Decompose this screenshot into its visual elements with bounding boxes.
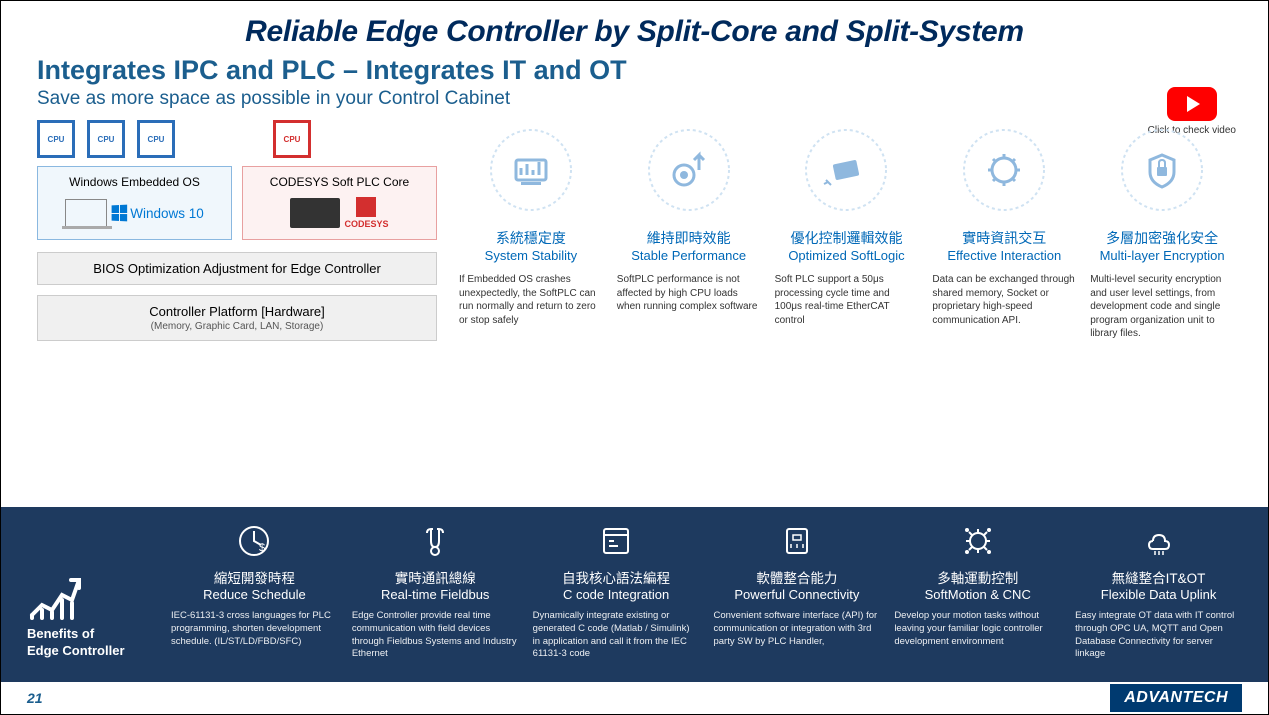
gear-icon (796, 120, 896, 220)
footer: 21 ADVANTECH (1, 682, 1268, 714)
feature-desc: If Embedded OS crashes unexpectedly, the… (457, 273, 605, 327)
windows10-label: Windows 10 (111, 205, 204, 221)
cpu-chip-icon: CPU (273, 120, 311, 158)
feature-col: 系統穩定度System Stability If Embedded OS cras… (457, 120, 605, 351)
benefit-col: $ 縮短開發時程Reduce Schedule IEC-61131-3 cross … (171, 521, 338, 668)
page-number: 21 (27, 690, 43, 706)
benefit-en: Flexible Data Uplink (1075, 587, 1242, 602)
cpu-chip-icon: CPU (87, 120, 125, 158)
benefit-zh: 實時通訊總線 (352, 567, 519, 587)
benefit-en: Real-time Fieldbus (352, 587, 519, 602)
subtitle: Integrates IPC and PLC – Integrates IT a… (37, 55, 1232, 86)
arrow-chart-icon (27, 570, 87, 620)
benefit-en: Powerful Connectivity (713, 587, 880, 602)
architecture-panel: CPU CPU CPU CPU Windows Embedded OS Wind… (37, 120, 437, 351)
benefit-icon (1075, 521, 1242, 561)
cpu-chip-icon: CPU (137, 120, 175, 158)
benefit-en: C code Integration (533, 587, 700, 602)
benefit-desc: Develop your motion tasks without leavin… (894, 610, 1061, 648)
benefit-icon (713, 521, 880, 561)
page-title: Reliable Edge Controller by Split-Core a… (1, 15, 1268, 49)
codesys-logo: CODESYS (344, 197, 388, 229)
feature-col: 維持即時效能Stable Performance SoftPLC performa… (615, 120, 763, 351)
tagline: Save as more space as possible in your C… (37, 88, 1232, 110)
gear-icon (481, 120, 581, 220)
windows-card: Windows Embedded OS Windows 10 (37, 166, 232, 240)
benefit-zh: 縮短開發時程 (171, 567, 338, 587)
feature-zh: 維持即時效能 (615, 228, 763, 248)
cpu-chip-icon: CPU (37, 120, 75, 158)
brand-logo: ADVANTECH (1110, 684, 1242, 712)
feature-zh: 實時資訊交互 (930, 228, 1078, 248)
slide: Reliable Edge Controller by Split-Core a… (0, 0, 1269, 715)
benefit-icon (352, 521, 519, 561)
cpu-chips: CPU CPU CPU CPU (37, 120, 437, 158)
benefits-band: Benefits ofEdge Controller $ 縮短開發時程Reduce… (1, 507, 1268, 682)
benefit-col: 實時通訊總線Real-time Fieldbus Edge Controller … (352, 521, 519, 668)
feature-zh: 多層加密強化安全 (1088, 228, 1236, 248)
benefits-heading: Benefits ofEdge Controller (27, 521, 157, 668)
feature-en: System Stability (457, 248, 605, 263)
feature-en: Effective Interaction (930, 248, 1078, 263)
benefit-desc: IEC-61131-3 cross languages for PLC prog… (171, 610, 338, 648)
feature-desc: SoftPLC performance is not affected by h… (615, 273, 763, 314)
feature-en: Stable Performance (615, 248, 763, 263)
benefit-col: 多軸運動控制SoftMotion & CNC Develop your motio… (894, 521, 1061, 668)
benefit-zh: 軟體整合能力 (713, 567, 880, 587)
feature-desc: Multi-level security encryption and user… (1088, 273, 1236, 341)
feature-col: 優化控制邏輯效能Optimized SoftLogic Soft PLC supp… (773, 120, 921, 351)
card-title: Windows Embedded OS (48, 175, 221, 189)
features-row: 系統穩定度System Stability If Embedded OS cras… (457, 120, 1236, 351)
windows-flag-icon (112, 205, 128, 222)
os-cards: Windows Embedded OS Windows 10 CODESYS S… (37, 166, 437, 240)
benefit-col: 無縫整合IT&OTFlexible Data Uplink Easy integr… (1075, 521, 1242, 668)
bios-bar: BIOS Optimization Adjustment for Edge Co… (37, 252, 437, 285)
hardware-title: Controller Platform [Hardware] (48, 304, 426, 319)
laptop-icon (65, 199, 107, 227)
benefit-desc: Dynamically integrate existing or genera… (533, 610, 700, 661)
codesys-card: CODESYS Soft PLC Core CODESYS (242, 166, 437, 240)
subheader: Integrates IPC and PLC – Integrates IT a… (1, 55, 1268, 110)
feature-en: Multi-layer Encryption (1088, 248, 1236, 263)
feature-en: Optimized SoftLogic (773, 248, 921, 263)
benefit-zh: 無縫整合IT&OT (1075, 567, 1242, 587)
benefit-en: SoftMotion & CNC (894, 587, 1061, 602)
feature-desc: Soft PLC support a 50μs processing cycle… (773, 273, 921, 327)
feature-zh: 系統穩定度 (457, 228, 605, 248)
feature-zh: 優化控制邏輯效能 (773, 228, 921, 248)
hardware-bar: Controller Platform [Hardware] (Memory, … (37, 295, 437, 341)
device-icon (290, 198, 340, 228)
header: Reliable Edge Controller by Split-Core a… (1, 1, 1268, 55)
feature-desc: Data can be exchanged through shared mem… (930, 273, 1078, 327)
gear-icon (954, 120, 1054, 220)
youtube-icon (1167, 87, 1217, 121)
card-title: CODESYS Soft PLC Core (253, 175, 426, 189)
benefit-desc: Edge Controller provide real time commun… (352, 610, 519, 661)
benefit-icon: $ (171, 521, 338, 561)
benefit-desc: Convenient software interface (API) for … (713, 610, 880, 648)
feature-col: 多層加密強化安全Multi-layer Encryption Multi-leve… (1088, 120, 1236, 351)
benefit-desc: Easy integrate OT data with IT control t… (1075, 610, 1242, 661)
benefit-col: 軟體整合能力Powerful Connectivity Convenient so… (713, 521, 880, 668)
benefit-zh: 多軸運動控制 (894, 567, 1061, 587)
benefits-title: Benefits ofEdge Controller (27, 626, 157, 660)
hardware-sub: (Memory, Graphic Card, LAN, Storage) (48, 321, 426, 332)
benefit-zh: 自我核心語法編程 (533, 567, 700, 587)
main-content: CPU CPU CPU CPU Windows Embedded OS Wind… (1, 110, 1268, 361)
gear-icon (1112, 120, 1212, 220)
benefit-icon (533, 521, 700, 561)
gear-icon (639, 120, 739, 220)
svg-text:$: $ (259, 542, 265, 554)
benefit-icon (894, 521, 1061, 561)
feature-col: 實時資訊交互Effective Interaction Data can be e… (930, 120, 1078, 351)
benefit-en: Reduce Schedule (171, 587, 338, 602)
benefit-col: 自我核心語法編程C code Integration Dynamically in… (533, 521, 700, 668)
